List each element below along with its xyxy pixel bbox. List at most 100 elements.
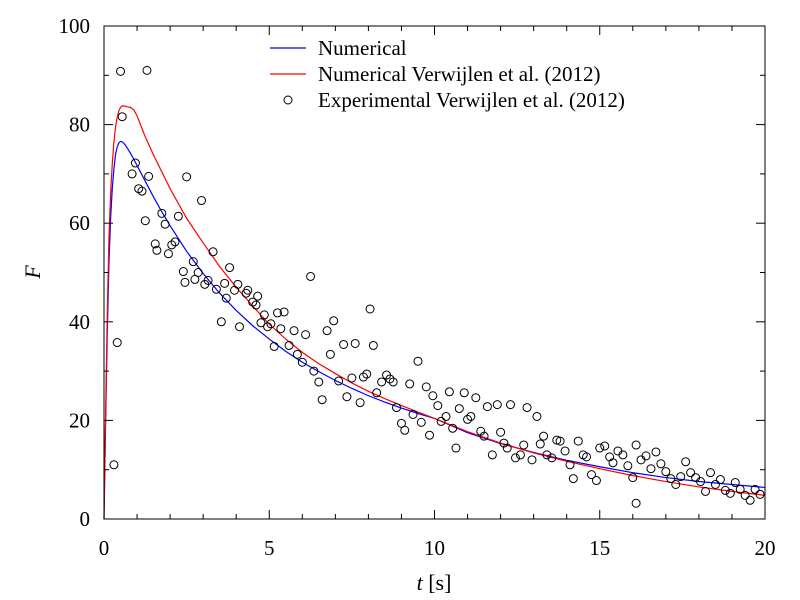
data-point: [628, 473, 638, 483]
data-point: [631, 498, 641, 508]
y-tick-label: 40: [69, 310, 90, 334]
data-point: [405, 379, 415, 389]
data-point: [269, 341, 279, 351]
data-point: [160, 219, 170, 229]
data-point: [306, 271, 316, 281]
data-point: [377, 377, 387, 387]
data-point: [681, 457, 691, 467]
tick-labels-layer: 0 5 10 15 20 0 20 40 60 80 100: [59, 14, 776, 560]
data-point: [391, 403, 401, 413]
data-point: [116, 66, 126, 76]
data-point: [273, 308, 283, 318]
data-point: [725, 488, 735, 498]
data-point: [441, 411, 451, 421]
data-point: [506, 400, 516, 410]
data-point: [476, 426, 486, 436]
data-point: [347, 373, 357, 383]
data-point: [325, 349, 335, 359]
legend: Numerical Numerical Verwijlen et al. (20…: [270, 36, 625, 112]
data-point: [522, 403, 532, 413]
data-point: [421, 382, 431, 392]
data-point: [656, 459, 666, 469]
data-point: [532, 411, 542, 421]
y-tick-label: 0: [80, 507, 91, 531]
data-point: [365, 304, 375, 314]
x-axis-variable: t: [417, 570, 424, 595]
data-point: [451, 443, 461, 453]
data-point: [243, 285, 253, 295]
data-point: [235, 322, 244, 332]
x-tick-label: 0: [99, 536, 110, 560]
data-point: [676, 472, 686, 482]
data-point: [586, 470, 596, 480]
data-point: [696, 477, 706, 487]
data-point: [220, 278, 230, 288]
legend-label-numerical-verwijlen: Numerical Verwijlen et al. (2012): [318, 62, 600, 86]
data-point: [334, 376, 344, 386]
data-point: [492, 400, 502, 410]
data-point: [203, 275, 213, 285]
data-point: [710, 479, 720, 489]
data-point: [466, 411, 476, 421]
data-point: [618, 450, 628, 460]
data-point: [248, 297, 258, 307]
data-point: [539, 431, 549, 441]
data-point: [555, 436, 565, 446]
data-point: [661, 467, 671, 477]
data-point: [197, 196, 206, 206]
data-point: [701, 486, 711, 496]
data-point: [499, 438, 509, 448]
x-tick-label: 20: [755, 536, 776, 560]
data-point: [259, 310, 269, 320]
data-point: [221, 293, 231, 303]
series-2: [109, 65, 765, 508]
data-point: [535, 439, 545, 449]
data-point: [314, 377, 324, 387]
data-point: [510, 453, 520, 463]
data-point: [292, 349, 302, 359]
data-point: [608, 458, 618, 468]
data-point: [595, 443, 605, 453]
legend-label-numerical: Numerical: [318, 36, 407, 60]
y-tick-label: 60: [69, 211, 90, 235]
data-point: [448, 423, 458, 433]
data-point: [542, 450, 552, 460]
data-point: [144, 171, 154, 181]
data-point: [671, 479, 681, 489]
data-point: [428, 391, 438, 401]
data-point: [568, 474, 578, 484]
data-point: [253, 291, 263, 301]
data-point: [487, 450, 497, 460]
data-point: [127, 169, 137, 179]
data-point: [342, 392, 352, 402]
y-tick-label: 100: [59, 14, 91, 38]
data-point: [560, 446, 570, 456]
data-point: [444, 387, 454, 397]
data-point: [140, 216, 150, 226]
series-1: [103, 105, 766, 520]
data-point: [565, 460, 575, 470]
data-point: [641, 451, 651, 461]
data-point: [436, 416, 446, 426]
data-point: [408, 409, 418, 419]
y-tick-label: 80: [69, 113, 90, 137]
data-point: [208, 247, 218, 257]
data-point: [289, 326, 299, 336]
data-point: [686, 468, 696, 478]
data-point: [170, 237, 180, 247]
x-axis-title: t [s]: [417, 570, 452, 595]
legend-marker-experimental: [283, 95, 293, 105]
data-point: [233, 279, 243, 289]
data-point: [276, 324, 286, 334]
data-point: [216, 317, 226, 327]
data-point: [496, 427, 506, 437]
data-point: [482, 402, 492, 412]
data-point: [117, 112, 127, 122]
data-point: [109, 460, 119, 470]
data-point: [720, 485, 730, 495]
data-point: [666, 474, 676, 484]
data-point: [368, 340, 378, 350]
data-point: [112, 338, 122, 348]
data-point: [130, 158, 140, 168]
